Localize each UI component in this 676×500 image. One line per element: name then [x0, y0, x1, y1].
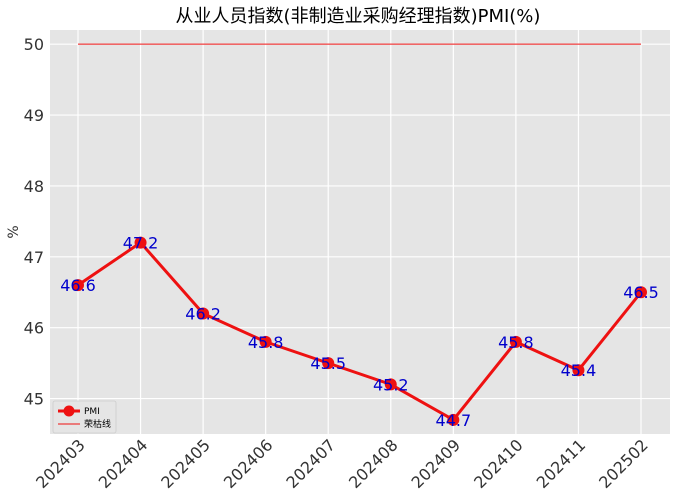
data-label: 46.2: [185, 305, 221, 324]
data-point: [447, 413, 460, 426]
x-tick-label: 202403: [32, 435, 89, 492]
data-point: [259, 335, 272, 348]
series-line: [77, 241, 643, 422]
data-label: 45.4: [561, 361, 597, 380]
x-tick-label: 202405: [157, 435, 214, 492]
x-tick-label: 202410: [470, 435, 527, 492]
x-tick-label: 202411: [533, 435, 590, 492]
data-point: [134, 236, 147, 249]
data-point: [384, 378, 397, 391]
data-point: [197, 307, 210, 320]
pmi-series: [72, 236, 647, 426]
y-tick-label: 45: [24, 390, 44, 409]
data-point: [322, 357, 335, 370]
data-label: 45.8: [248, 333, 284, 352]
x-tick-label: 202404: [95, 435, 152, 492]
x-tick-label: 202406: [220, 435, 277, 492]
data-label: 47.2: [123, 234, 159, 253]
data-label: 44.7: [436, 411, 472, 430]
data-label: 46.6: [60, 276, 96, 295]
y-axis-ticks: 45 46 47 48 49 50: [24, 35, 44, 408]
y-axis-label: %: [6, 225, 22, 238]
x-tick-label: 202407: [282, 435, 339, 492]
y-tick-label: 46: [24, 319, 44, 338]
x-tick-label: 202408: [345, 435, 402, 492]
data-point: [72, 279, 84, 292]
data-label: 45.5: [310, 354, 346, 373]
y-tick-label: 49: [24, 106, 44, 125]
x-tick-label: 202409: [408, 435, 465, 492]
y-tick-label: 48: [24, 177, 44, 196]
data-label: 45.8: [498, 333, 534, 352]
plot-area: [50, 30, 670, 434]
y-tick-label: 47: [24, 248, 44, 267]
x-tick-label: 202502: [595, 435, 652, 492]
data-label: 46.5: [623, 283, 659, 302]
legend-label-ref: 荣枯线: [84, 418, 111, 430]
y-tick-label: 50: [24, 35, 44, 54]
legend-label-pmi: PMI: [84, 407, 100, 417]
data-label: 45.2: [373, 375, 409, 394]
chart-title: 从业人员指数(非制造业采购经理指数)PMI(%): [176, 6, 541, 27]
legend: PMI 荣枯线: [52, 400, 117, 434]
x-axis-ticks: 202403 202404 202405 202406 202407 202408 2024…: [32, 435, 652, 492]
data-point: [635, 286, 647, 299]
data-point: [509, 335, 522, 348]
legend-marker-pmi: [63, 405, 75, 417]
data-point: [572, 364, 585, 377]
data-labels: 46.6 47.2 46.2 45.8 45.5 45.2 44.7 45.8 45.4 46.5: [60, 234, 659, 430]
